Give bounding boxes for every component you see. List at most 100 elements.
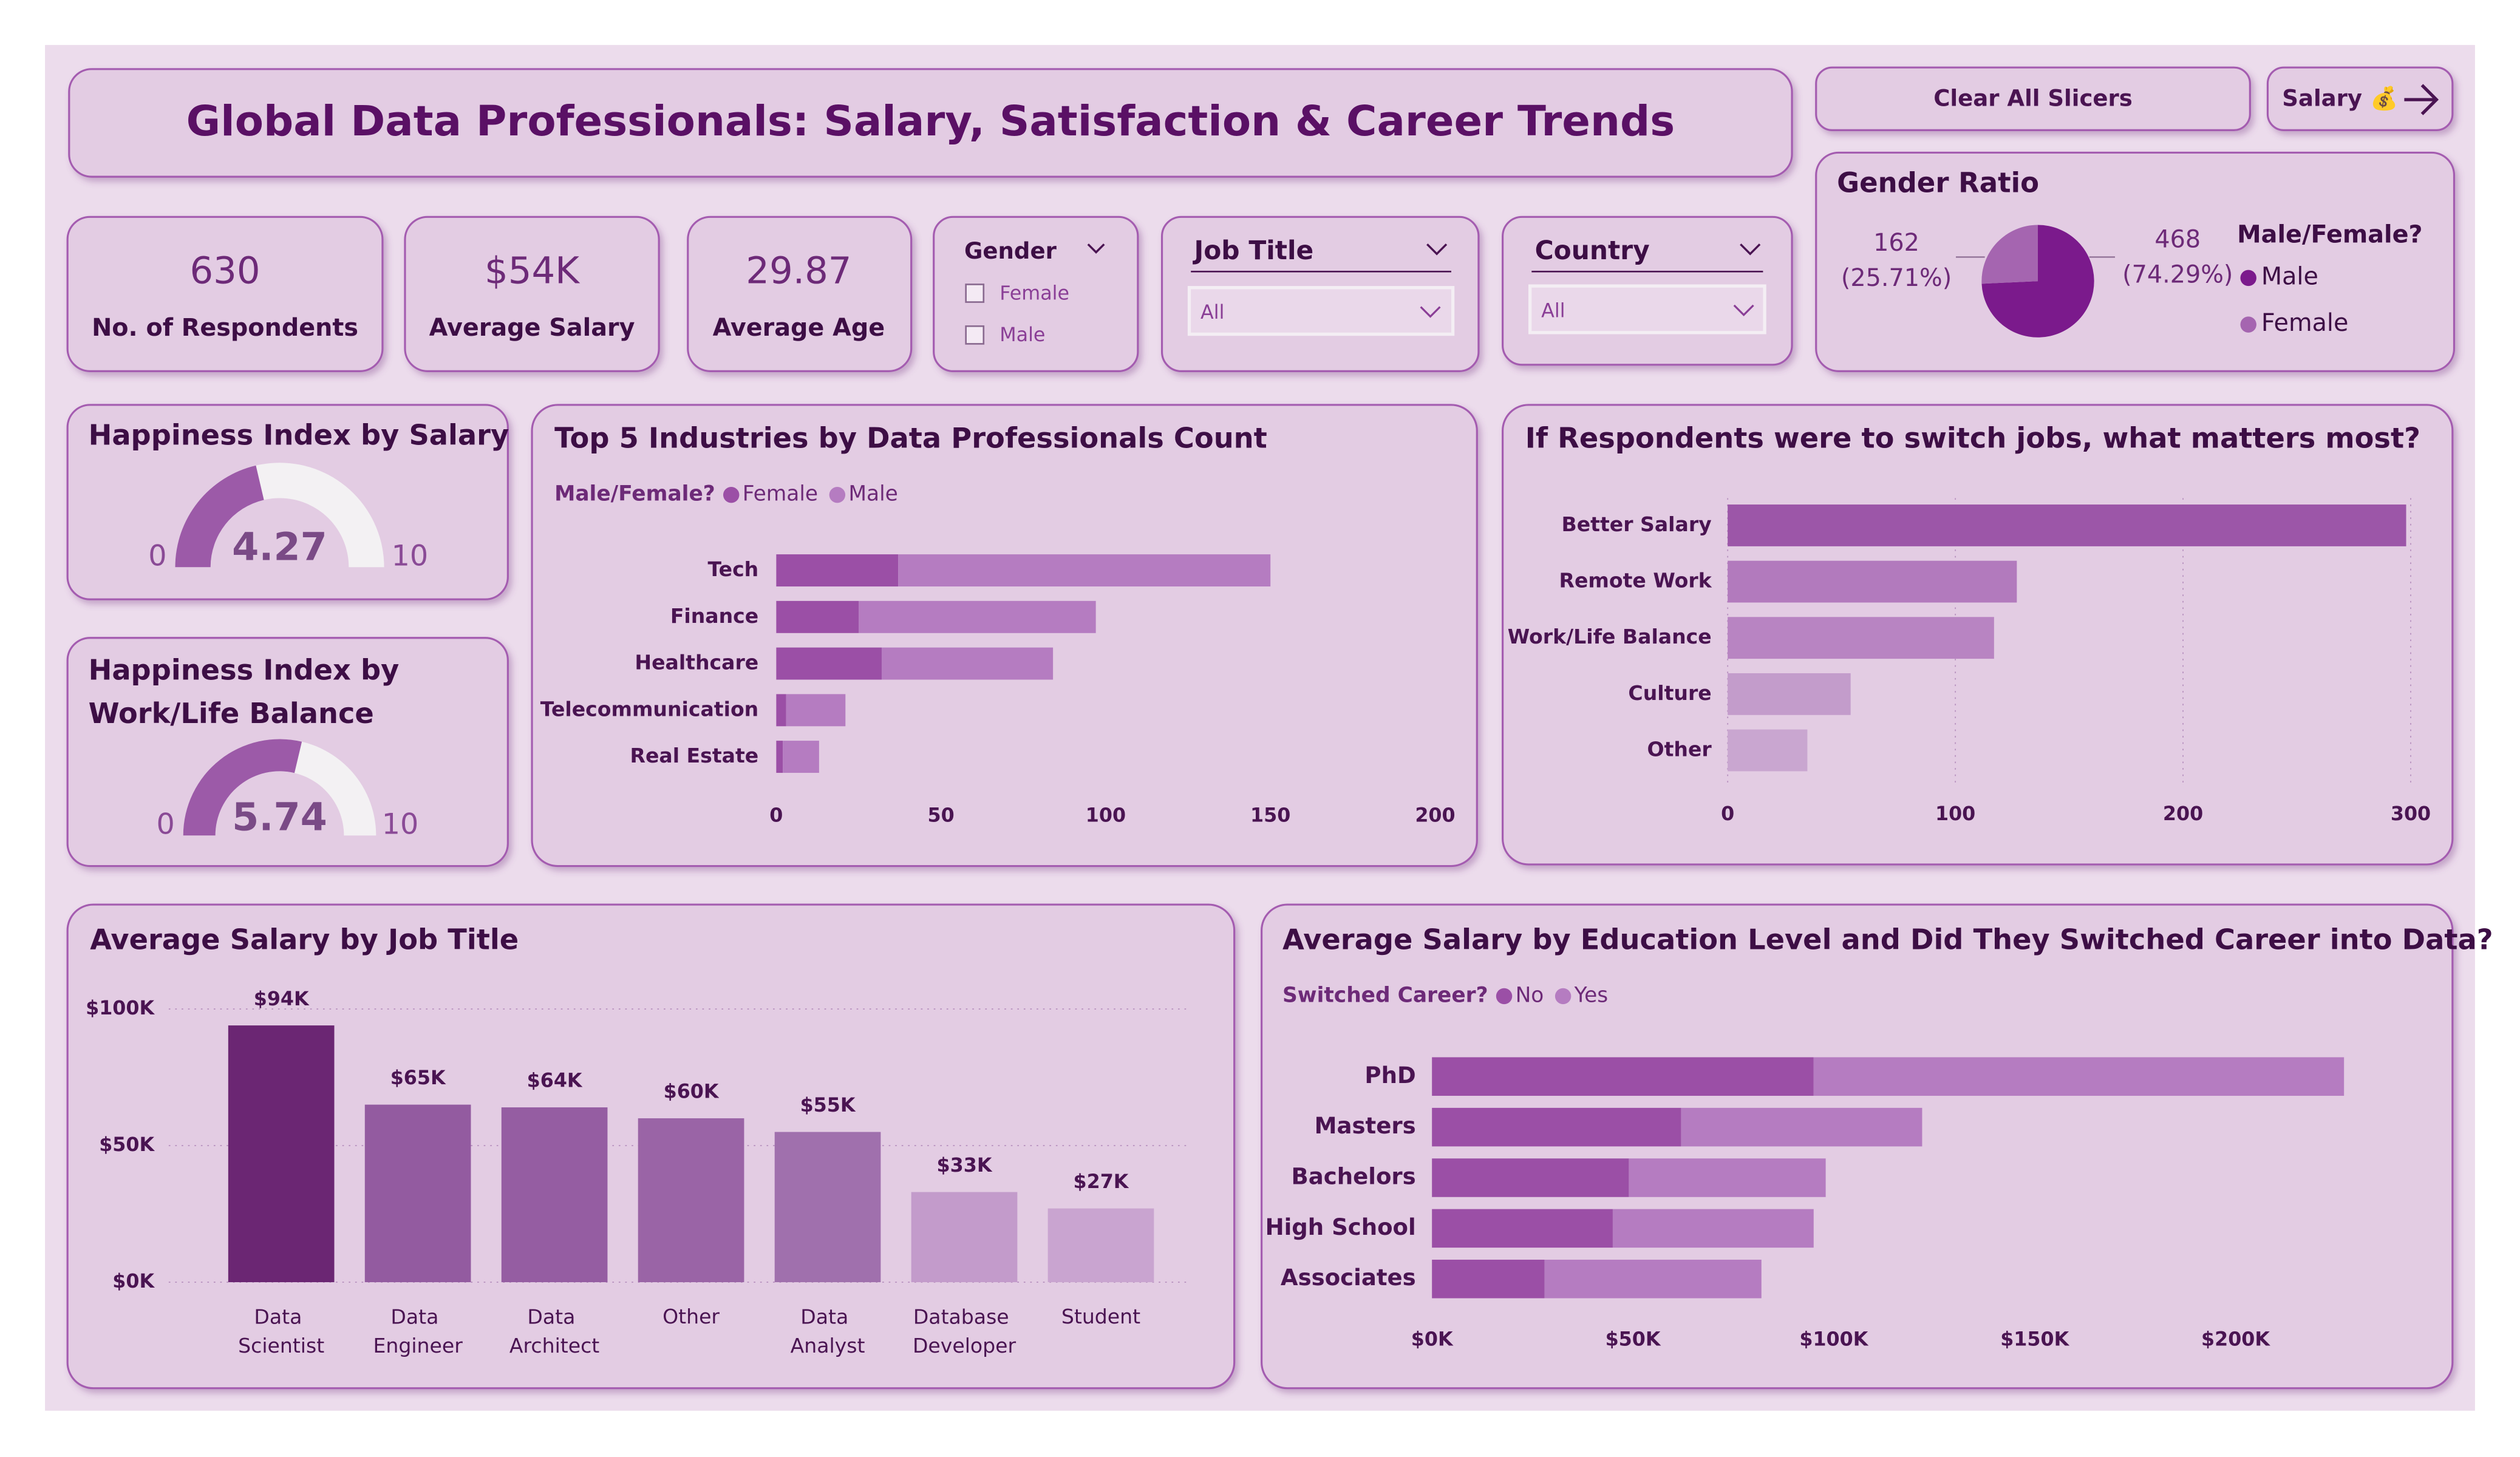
y-tick-label: Bachelors: [1292, 1164, 1416, 1190]
salary-button[interactable]: [2266, 66, 2454, 131]
x-tick-label: 300: [2391, 803, 2431, 825]
y-tick-label: Culture: [1628, 681, 1711, 705]
y-tick-label: $50K: [99, 1134, 155, 1156]
checkbox[interactable]: [965, 284, 985, 303]
salary-button-label[interactable]: Salary 💰: [2282, 86, 2398, 112]
data-label: $33K: [937, 1155, 993, 1177]
y-tick-label: Work/Life Balance: [1508, 625, 1712, 648]
bar: [776, 741, 783, 773]
dropdown[interactable]: [1528, 284, 1766, 335]
chevron[interactable]: [1740, 243, 1761, 256]
y-tick-label: PhD: [1364, 1062, 1415, 1089]
x-tick-label: Data Architect: [509, 1305, 599, 1357]
y-tick-label: Other: [1647, 737, 1712, 761]
x-tick-label: 100: [1086, 805, 1126, 827]
checkbox[interactable]: [965, 325, 985, 345]
bar: [776, 647, 882, 680]
bar: [1432, 1107, 1681, 1147]
gauge-max: 10: [392, 539, 429, 572]
dropdown-value[interactable]: All: [1541, 300, 1565, 322]
dropdown[interactable]: [1187, 286, 1455, 336]
y-tick-label: Telecommunication: [540, 697, 758, 721]
arrow-icon[interactable]: [2404, 84, 2439, 115]
slicer-title: Country: [1535, 236, 1650, 265]
x-tick-label: 200: [2163, 803, 2203, 825]
y-tick-label: $100K: [86, 997, 155, 1019]
dropdown-value[interactable]: All: [1200, 302, 1224, 324]
data-label: $94K: [254, 988, 310, 1010]
bar: [1728, 560, 2017, 603]
bar: [1629, 1158, 1826, 1197]
gauge-value-label: 5.74: [232, 794, 327, 839]
gender-slicer[interactable]: [933, 216, 1139, 372]
legend-title: Switched Career?: [1282, 983, 1488, 1007]
chevron[interactable]: [1733, 304, 1754, 316]
x-tick-label: $0K: [1411, 1328, 1454, 1350]
clear-button[interactable]: [1815, 66, 2251, 131]
x-tick-label: 150: [1250, 805, 1290, 827]
bar: [1432, 1158, 1629, 1197]
chart-title: Average Salary by Education Level and Di…: [1282, 923, 2493, 956]
bar: [774, 1132, 881, 1283]
bar: [1728, 617, 1994, 659]
bar: [1728, 729, 1808, 772]
kpi-card: [404, 216, 660, 372]
legend-marker: [723, 486, 740, 503]
bar: [364, 1104, 471, 1283]
bar: [1681, 1107, 1922, 1147]
chart-title: If Respondents were to switch jobs, what…: [1525, 422, 2420, 455]
chevron[interactable]: [1426, 243, 1448, 256]
legend-label: Yes: [1574, 983, 1609, 1007]
chart-title: Happiness Index by Work/Life Balance: [89, 653, 409, 729]
percent-label: (74.29%): [2122, 261, 2233, 289]
y-tick-label: Finance: [670, 604, 758, 628]
x-tick-label: Data Scientist: [238, 1305, 324, 1357]
x-tick-label: $150K: [2000, 1328, 2069, 1350]
gauge-min: 0: [156, 807, 174, 841]
bar: [776, 694, 786, 727]
chart-title: Average Salary by Job Title: [90, 923, 519, 956]
x-tick-label: $200K: [2201, 1328, 2270, 1350]
legend-title: Male/Female?: [2237, 221, 2422, 249]
bar: [1544, 1259, 1762, 1299]
bar: [898, 554, 1271, 587]
bar: [1432, 1209, 1613, 1248]
gauge-value-label: 4.27: [232, 525, 327, 569]
bar: [1728, 673, 1851, 715]
bar: [638, 1118, 744, 1283]
y-tick-label: Remote Work: [1559, 569, 1712, 593]
bar: [1612, 1209, 1814, 1248]
y-tick-label: $0K: [112, 1271, 155, 1292]
legend-label: Male: [2261, 262, 2318, 290]
kpi-value: 29.87: [746, 250, 851, 293]
x-tick-label: 50: [928, 805, 955, 827]
bar: [1813, 1057, 2345, 1096]
kpi-label: No. of Respondents: [92, 314, 358, 342]
kpi-label: Average Salary: [429, 314, 635, 342]
y-tick-label: High School: [1265, 1214, 1416, 1240]
slicer-option[interactable]: Male: [999, 324, 1045, 346]
data-label: $65K: [390, 1067, 446, 1089]
bar: [776, 600, 859, 633]
y-tick-label: Healthcare: [635, 651, 758, 674]
bar: [1047, 1208, 1154, 1283]
x-tick-label: 0: [769, 805, 783, 827]
kpi-card: [687, 216, 913, 372]
y-tick-label: Associates: [1281, 1265, 1416, 1291]
chart-title: Top 5 Industries by Data Professionals C…: [554, 422, 1267, 455]
bar: [881, 647, 1054, 680]
chevron[interactable]: [1420, 306, 1441, 318]
bar: [776, 554, 899, 587]
slicer-option[interactable]: Female: [999, 282, 1069, 304]
title-panel: [68, 68, 1793, 178]
slicer-title: Gender: [964, 238, 1057, 264]
x-tick-label: 200: [1415, 805, 1455, 827]
chevron[interactable]: [1087, 243, 1105, 254]
legend-label: Female: [743, 482, 818, 506]
y-tick-label: Better Salary: [1561, 512, 1711, 536]
bar: [228, 1025, 335, 1283]
y-tick-label: Masters: [1315, 1113, 1416, 1139]
legend-label: Male: [848, 482, 897, 506]
clear-button-label[interactable]: Clear All Slicers: [1933, 86, 2133, 112]
